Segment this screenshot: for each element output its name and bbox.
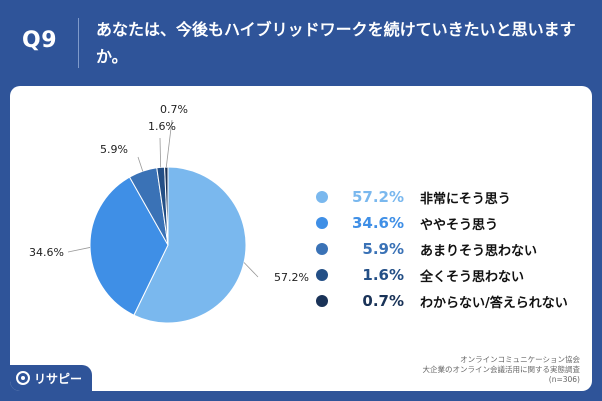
- legend-value: 5.9%: [362, 240, 404, 258]
- legend-value: 34.6%: [351, 214, 404, 232]
- legend-label: 非常にそう思う: [420, 191, 511, 207]
- legend-swatch: [316, 295, 328, 307]
- legend-label: 全くそう思わない: [420, 269, 525, 285]
- legend-label: わからない/答えられない: [420, 295, 568, 311]
- source-note: オンラインコミュニケーション協会 大企業のオンライン会議活用に関する実態調査 (…: [423, 355, 581, 385]
- legend-item: 57.2% 非常にそう思う: [316, 184, 586, 210]
- legend-item: 34.6% ややそう思う: [316, 210, 586, 236]
- legend-item: 5.9% あまりそう思わない: [316, 236, 586, 262]
- data-label: 5.9%: [100, 143, 128, 156]
- legend-value: 0.7%: [362, 292, 404, 310]
- header-divider: [78, 18, 79, 68]
- pie-chart: 57.2% 34.6% 5.9% 1.6% 0.7%: [29, 103, 309, 324]
- pie-slice: [164, 166, 169, 246]
- pie-slice: [133, 166, 247, 324]
- risapi-logo-icon: [16, 371, 30, 385]
- legend-value: 1.6%: [362, 266, 404, 284]
- data-label: 57.2%: [274, 271, 309, 284]
- question-text: あなたは、今後もハイブリッドワークを続けていきたいと思いますか。: [96, 20, 576, 66]
- data-label: 34.6%: [29, 246, 64, 259]
- question-header: Q9 あなたは、今後もハイブリッドワークを続けていきたいと思いますか。: [0, 0, 602, 84]
- chart-legend: 57.2% 非常にそう思う 34.6% ややそう思う 5.9% あまりそう思わな…: [316, 184, 586, 314]
- legend-swatch: [316, 191, 328, 203]
- legend-value: 57.2%: [351, 188, 404, 206]
- leader-line: [159, 137, 162, 168]
- legend-swatch: [316, 269, 328, 281]
- source-org: オンラインコミュニケーション協会: [460, 355, 580, 364]
- data-label: 1.6%: [148, 120, 176, 133]
- leader-line: [67, 247, 91, 253]
- source-survey: 大企業のオンライン会議活用に関する実態調査: [422, 365, 581, 374]
- sample-size: (n=306): [548, 375, 580, 384]
- legend-label: ややそう思う: [420, 217, 499, 233]
- chart-card: 57.2% 34.6% 5.9% 1.6% 0.7% 57.2% 非常にそう思う 34.…: [10, 86, 592, 391]
- legend-swatch: [316, 243, 328, 255]
- leader-line: [137, 156, 144, 172]
- brand-logo: リサピー: [10, 365, 92, 391]
- brand-name: リサピー: [34, 371, 83, 386]
- legend-label: あまりそう思わない: [420, 243, 538, 259]
- data-label: 0.7%: [160, 103, 188, 116]
- legend-item: 1.6% 全くそう思わない: [316, 262, 586, 288]
- leader-line: [243, 262, 259, 278]
- legend-item: 0.7% わからない/答えられない: [316, 288, 586, 314]
- legend-swatch: [316, 217, 328, 229]
- question-number: Q9: [22, 28, 58, 53]
- leader-line: [165, 119, 173, 168]
